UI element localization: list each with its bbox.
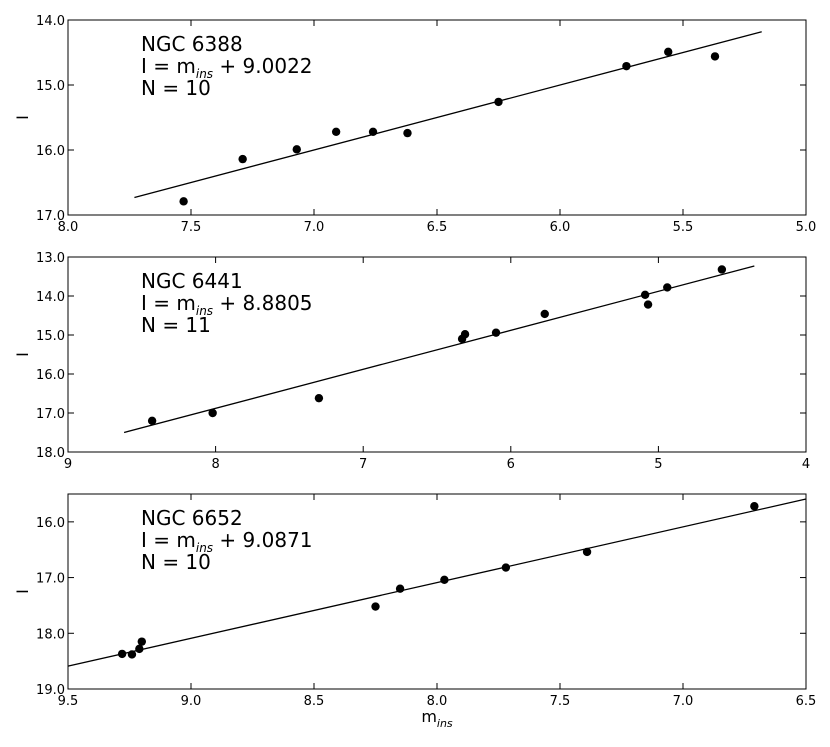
x-tick-label: 8.5	[304, 694, 325, 709]
equation-subscript: ins	[196, 541, 213, 555]
equation-prefix: I = m	[141, 54, 196, 78]
calibration-equation: I = mins + 9.0022	[141, 54, 313, 81]
equation-subscript: ins	[196, 67, 213, 81]
y-tick-label: 17.0	[36, 407, 65, 422]
cluster-name: NGC 6652	[141, 506, 243, 530]
cluster-name: NGC 6441	[141, 269, 243, 293]
data-point	[640, 290, 650, 300]
y-tick-label: 13.0	[36, 251, 65, 266]
data-point	[403, 128, 412, 138]
y-tick-label: 17.0	[36, 209, 65, 224]
y-tick-label: 16.0	[36, 516, 65, 531]
data-point	[501, 563, 511, 572]
data-point	[494, 97, 503, 107]
data-point	[440, 575, 449, 584]
x-tick-label: 9.0	[181, 694, 202, 709]
x-tick-label: 9	[64, 457, 72, 472]
equation-suffix: + 9.0022	[213, 54, 312, 78]
x-tick-label: 8.0	[58, 220, 79, 235]
panel-ngc-6388: 8.0 7.5 7.0 6.5 6.0 5.5 5.0 14.0 15.0 16.0 17.0 I NG…	[13, 14, 816, 235]
fit-line	[67, 498, 807, 667]
x-axis-label-text: mins	[421, 707, 453, 730]
data-point	[135, 644, 144, 654]
data-point	[238, 154, 247, 164]
data-point	[643, 300, 653, 309]
data-point	[717, 265, 727, 274]
y-tick-label: 15.0	[36, 329, 65, 344]
y-tick-label: 14.0	[36, 290, 65, 305]
data-point	[540, 309, 549, 319]
data-point	[208, 408, 217, 418]
y-axis-label: I	[13, 352, 32, 357]
x-tick-label: 6.5	[796, 694, 817, 709]
x-tick-label: 7.5	[181, 220, 202, 235]
x-tick-label: 5.5	[673, 220, 694, 235]
x-tick-label: 4	[802, 457, 810, 472]
panel-ngc-6652: 9.5 9.0 8.5 8.0 7.5 7.0 6.5 16.0 17.0 18.0 19.0 I NG…	[13, 493, 817, 709]
data-point	[460, 330, 470, 339]
data-point	[292, 145, 301, 154]
equation-suffix: + 9.0871	[213, 528, 312, 552]
data-point	[664, 47, 673, 57]
data-point	[663, 283, 672, 292]
x-label-subscript: ins	[437, 717, 453, 730]
y-tick-label: 16.0	[36, 368, 65, 383]
equation-subscript: ins	[196, 304, 213, 318]
x-tick-label: 6	[507, 457, 515, 472]
y-tick-label: 16.0	[36, 144, 65, 159]
data-point	[371, 602, 380, 611]
data-point	[331, 127, 341, 136]
cluster-name: NGC 6388	[141, 32, 243, 56]
x-axis-label: mins	[421, 707, 453, 730]
data-point	[750, 502, 759, 511]
y-axis-label: I	[13, 115, 32, 120]
y-tick-label: 18.0	[36, 446, 65, 461]
data-point	[127, 650, 137, 659]
x-tick-label: 8.0	[427, 694, 448, 709]
calibration-equation: I = mins + 8.8805	[141, 291, 313, 318]
data-point	[137, 637, 146, 646]
x-tick-label: 7.0	[304, 220, 325, 235]
panel-ngc-6441: 9 8 7 6 5 4 13.0 14.0 15.0 16.0 17.0 18.0 I NGC 6441I…	[13, 251, 810, 472]
equation-prefix: I = m	[141, 291, 196, 315]
data-point	[582, 547, 592, 557]
axes-frame	[67, 256, 807, 453]
x-tick-label: 6.0	[550, 220, 571, 235]
x-tick-label: 7.0	[673, 694, 694, 709]
x-tick-label: 7.5	[550, 694, 571, 709]
data-point	[710, 52, 720, 61]
y-tick-label: 15.0	[36, 79, 65, 94]
x-tick-label: 9.5	[58, 694, 79, 709]
fit-line	[134, 31, 762, 199]
y-tick-label: 18.0	[36, 627, 65, 642]
data-point	[117, 649, 127, 659]
equation-prefix: I = m	[141, 528, 196, 552]
sample-count: N = 10	[141, 550, 211, 574]
sample-count: N = 11	[141, 313, 211, 337]
data-point	[368, 127, 378, 136]
data-point	[147, 416, 157, 425]
x-label-main: m	[421, 707, 437, 726]
data-point	[622, 61, 631, 71]
x-tick-label: 5.0	[796, 220, 817, 235]
calibration-equation: I = mins + 9.0871	[141, 528, 313, 555]
x-tick-label: 7	[359, 457, 367, 472]
data-point	[491, 328, 501, 337]
x-tick-label: 8	[211, 457, 219, 472]
sample-count: N = 10	[141, 76, 211, 100]
y-tick-label: 14.0	[36, 14, 65, 29]
fit-line	[123, 265, 755, 434]
y-tick-label: 19.0	[36, 683, 65, 698]
data-point	[314, 393, 324, 403]
x-tick-label: 5	[654, 457, 662, 472]
y-tick-label: 17.0	[36, 572, 65, 587]
data-point	[395, 584, 405, 593]
equation-suffix: + 8.8805	[213, 291, 312, 315]
x-tick-label: 6.5	[427, 220, 448, 235]
data-point	[179, 197, 188, 206]
y-axis-label: I	[13, 589, 32, 594]
